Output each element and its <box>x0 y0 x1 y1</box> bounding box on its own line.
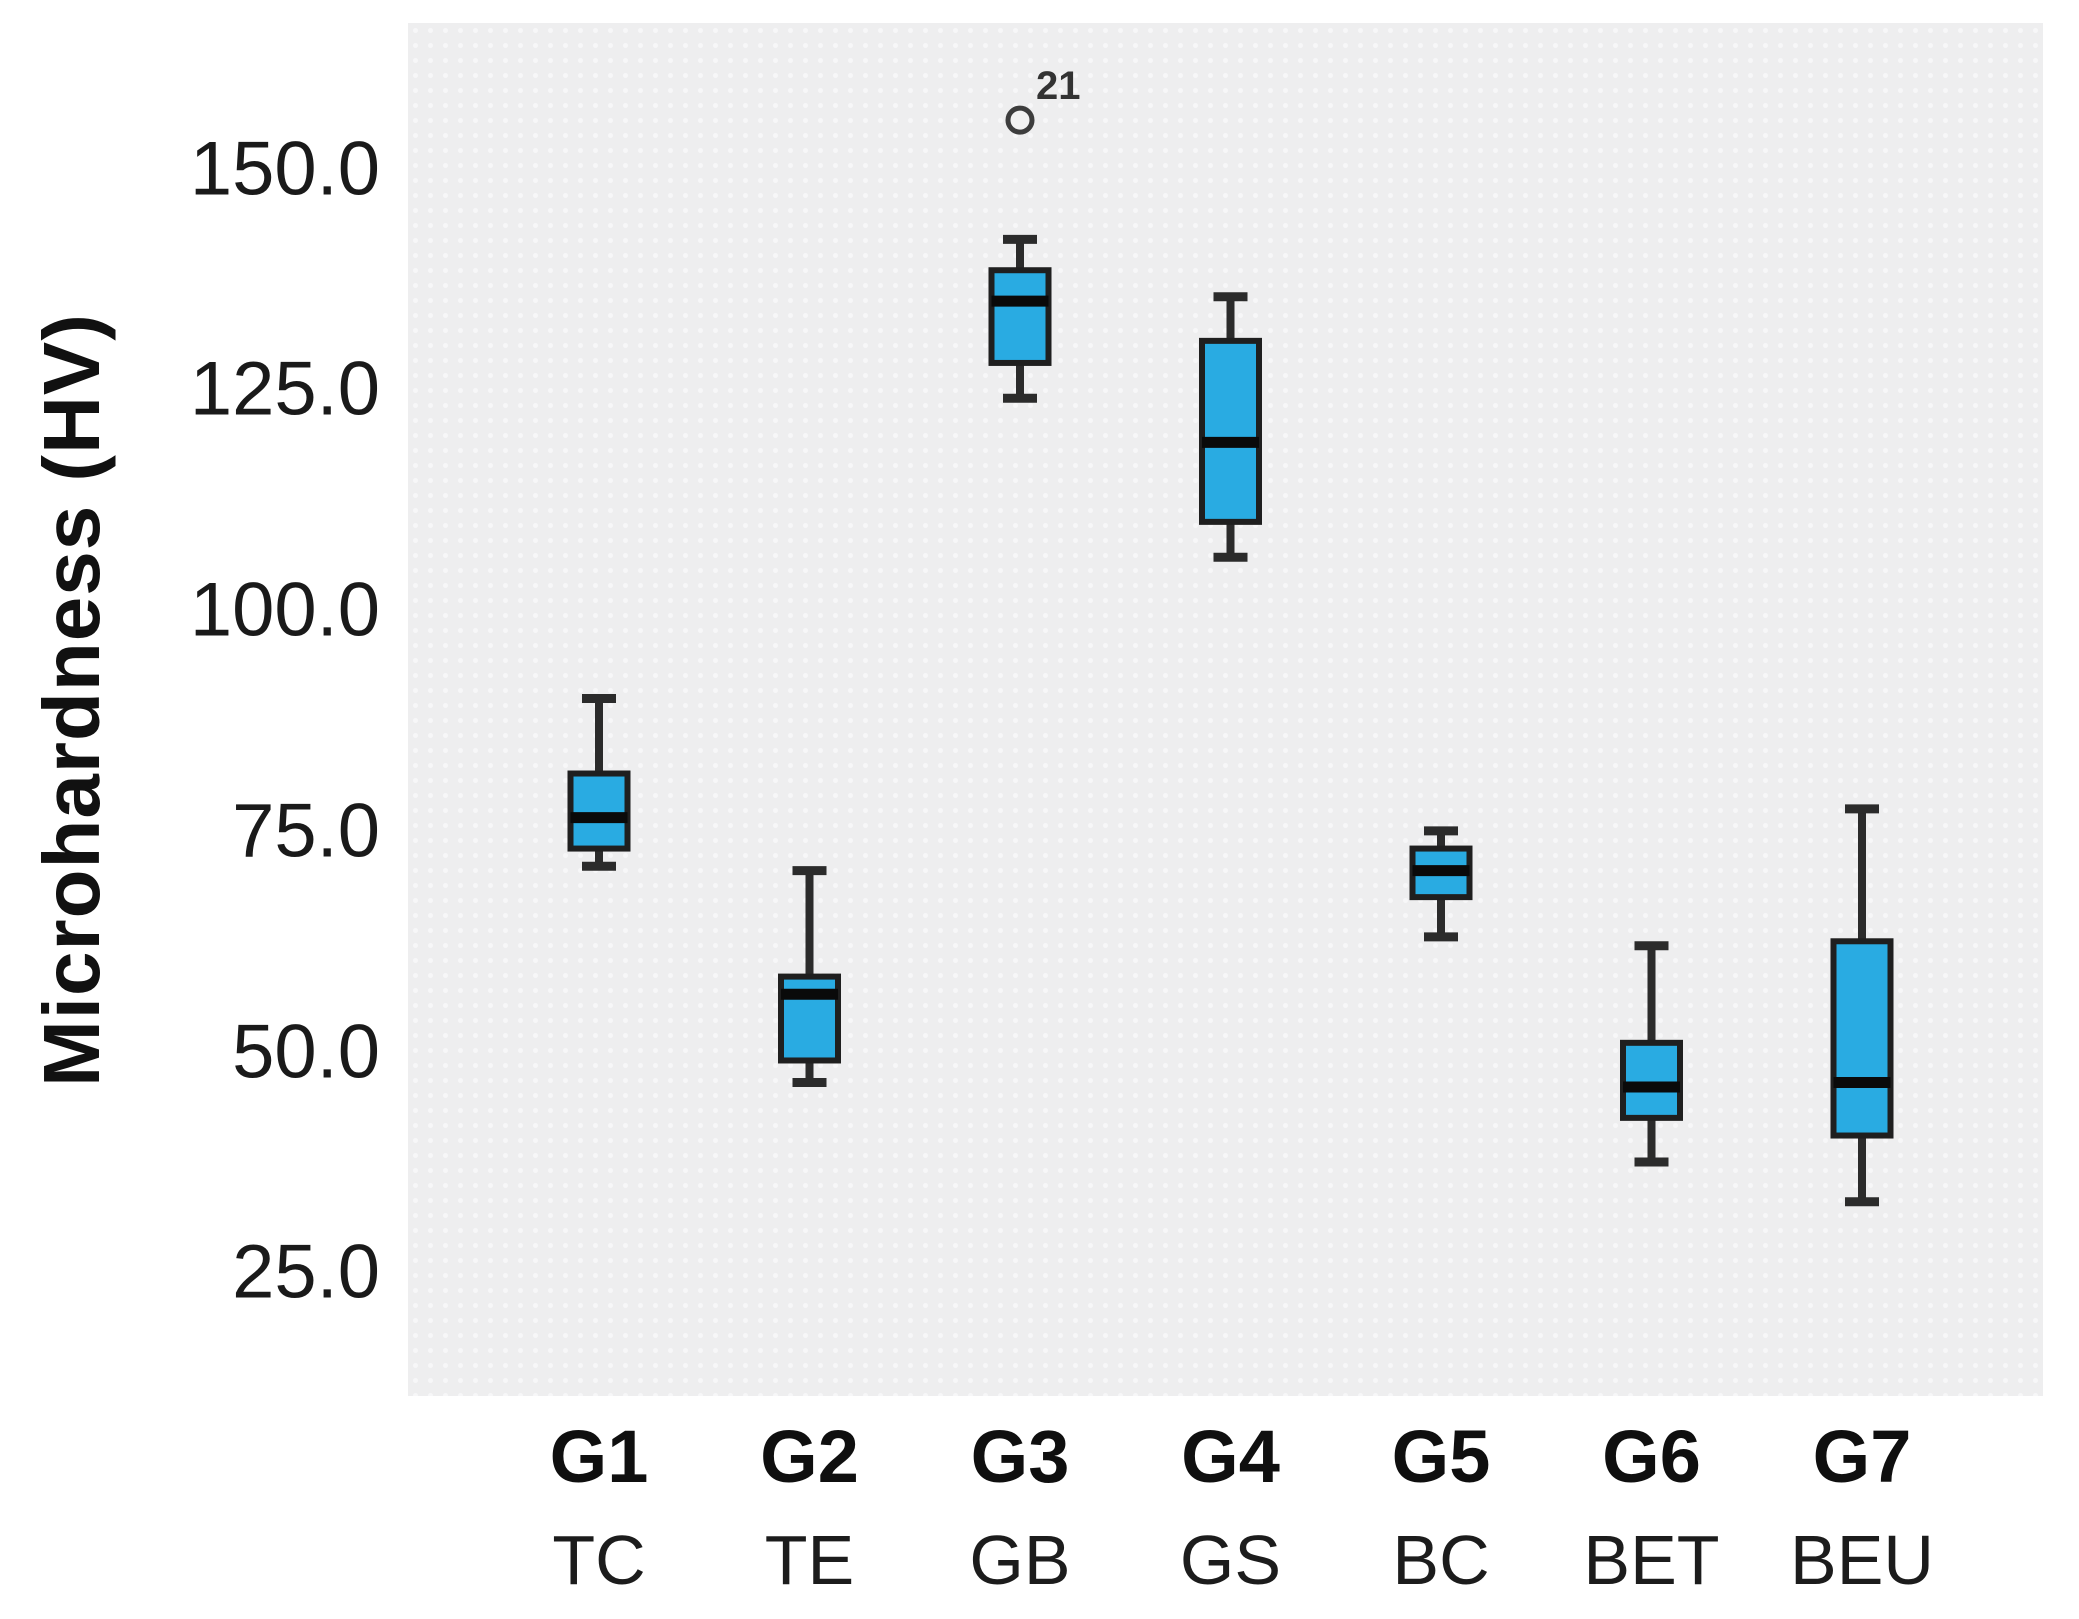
x-group-label: G3 <box>970 1415 1070 1498</box>
y-tick-label: 150.0 <box>189 126 380 212</box>
x-treatment-label: GS <box>1179 1521 1282 1599</box>
plot-area <box>408 23 2043 1396</box>
x-treatment-label: TE <box>764 1521 855 1599</box>
y-tick-label: 125.0 <box>189 346 380 432</box>
x-group-label: G2 <box>760 1415 859 1498</box>
x-treatment-label: BET <box>1583 1521 1720 1599</box>
y-tick-label: 100.0 <box>189 567 380 653</box>
y-tick-label: 25.0 <box>232 1229 380 1315</box>
y-tick-label: 50.0 <box>232 1009 380 1095</box>
x-group-label: G5 <box>1391 1415 1491 1498</box>
x-treatment-label: GB <box>969 1521 1071 1599</box>
y-tick-label: 75.0 <box>232 788 380 874</box>
x-group-label: G4 <box>1181 1415 1280 1498</box>
x-treatment-label: TC <box>552 1521 646 1599</box>
x-group-label: G7 <box>1812 1415 1912 1498</box>
x-treatment-label: BC <box>1392 1521 1490 1599</box>
x-group-label: G6 <box>1602 1415 1701 1498</box>
x-treatment-label: BEU <box>1790 1521 1934 1599</box>
x-group-label: G1 <box>549 1415 649 1498</box>
